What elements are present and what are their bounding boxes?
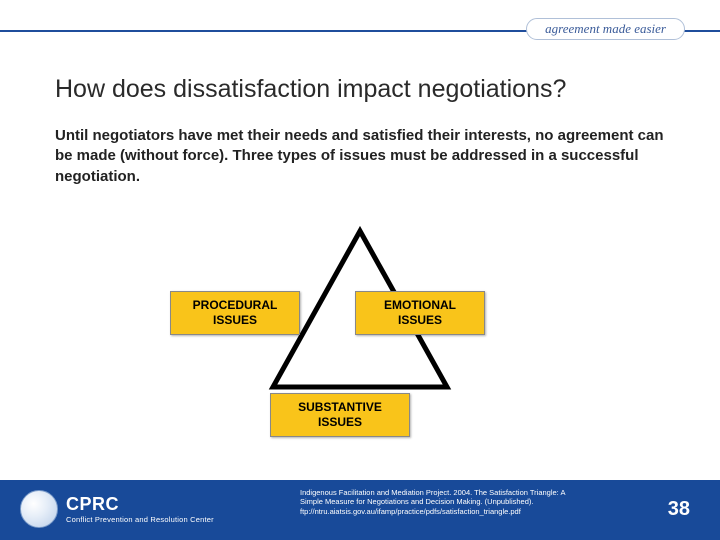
triangle-label-emotional: EMOTIONALISSUES: [355, 291, 485, 335]
triangle-label-substantive: SUBSTANTIVEISSUES: [270, 393, 410, 437]
cprc-wordmark: CPRC Conflict Prevention and Resolution …: [66, 494, 214, 524]
triangle-label-procedural: PROCEDURALISSUES: [170, 291, 300, 335]
body-text: Until negotiators have met their needs a…: [55, 126, 665, 187]
logo-sub: Conflict Prevention and Resolution Cente…: [66, 515, 214, 524]
epa-seal-icon: [20, 490, 58, 528]
logo-main: CPRC: [66, 494, 214, 515]
footer-logo: CPRC Conflict Prevention and Resolution …: [20, 490, 214, 528]
page-number: 38: [668, 498, 690, 521]
page-title: How does dissatisfaction impact negotiat…: [55, 75, 665, 104]
content-area: How does dissatisfaction impact negotiat…: [55, 75, 665, 187]
tagline: agreement made easier: [526, 18, 685, 40]
footer: CPRC Conflict Prevention and Resolution …: [0, 480, 720, 540]
satisfaction-triangle-diagram: PROCEDURALISSUES EMOTIONALISSUES SUBSTAN…: [0, 225, 720, 445]
citation-text: Indigenous Facilitation and Mediation Pr…: [300, 488, 590, 516]
